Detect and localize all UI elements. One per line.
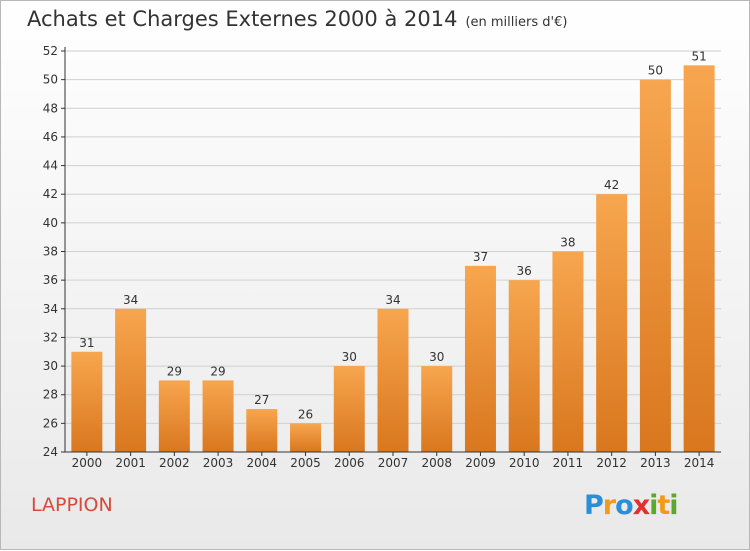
bar-2011 xyxy=(552,251,584,452)
y-tick-label: 30 xyxy=(43,359,58,373)
chart-subtitle: (en milliers d'€) xyxy=(465,15,568,30)
logo-letter: i xyxy=(649,490,658,521)
bar-2013 xyxy=(639,79,671,453)
axes: 24 26 28 30 32 34 36 38 40 42 44 46 48 50 52 2000 2001 20… xyxy=(43,44,721,470)
proxiti-logo: Proxiti xyxy=(584,490,679,521)
logo-letter: i xyxy=(669,490,678,521)
data-label: 38 xyxy=(560,236,575,250)
y-tick-label: 48 xyxy=(43,101,58,115)
y-tick-label: 40 xyxy=(43,216,58,230)
chart-title: Achats et Charges Externes 2000 à 2014 (e… xyxy=(27,7,567,31)
bar-2002 xyxy=(158,380,190,452)
data-label: 26 xyxy=(298,407,313,421)
bar-2006 xyxy=(333,366,365,452)
commune-name: LAPPION xyxy=(31,494,113,516)
y-tick-label: 46 xyxy=(43,130,58,144)
data-label: 34 xyxy=(385,293,400,307)
data-label: 30 xyxy=(342,350,357,364)
logo-letter: t xyxy=(657,490,670,521)
y-tick-label: 26 xyxy=(43,416,58,430)
bar-2000 xyxy=(71,351,103,452)
y-tick-label: 24 xyxy=(43,445,58,459)
x-tick-label: 2006 xyxy=(334,456,365,470)
data-label: 51 xyxy=(691,49,706,63)
x-tick-label: 2002 xyxy=(159,456,190,470)
x-tick-label: 2004 xyxy=(247,456,278,470)
data-label: 36 xyxy=(517,264,532,278)
y-tick-label: 52 xyxy=(43,44,58,58)
data-label: 30 xyxy=(429,350,444,364)
bar-2007 xyxy=(377,308,409,452)
x-tick-label: 2010 xyxy=(509,456,540,470)
bar-2008 xyxy=(421,366,453,452)
data-label: 50 xyxy=(648,64,663,78)
x-tick-label: 2007 xyxy=(378,456,409,470)
logo-letter: P xyxy=(584,490,604,521)
bar-2005 xyxy=(290,423,322,452)
x-tick-label: 2014 xyxy=(684,456,715,470)
x-tick-label: 2001 xyxy=(115,456,146,470)
bar-2014 xyxy=(683,65,715,453)
y-tick-label: 32 xyxy=(43,330,58,344)
x-tick-label: 2000 xyxy=(72,456,103,470)
bar-2010 xyxy=(508,280,540,452)
bar-2003 xyxy=(202,380,234,452)
y-tick-label: 36 xyxy=(43,273,58,287)
x-tick-label: 2009 xyxy=(465,456,496,470)
x-tick-label: 2012 xyxy=(596,456,627,470)
data-label: 37 xyxy=(473,250,488,264)
x-tick-label: 2008 xyxy=(421,456,452,470)
bars: 31 34 29 29 27 26 30 34 30 37 36 38 42 50 51 xyxy=(71,49,715,453)
bar-2001 xyxy=(115,308,147,452)
y-tick-label: 28 xyxy=(43,388,58,402)
data-label: 42 xyxy=(604,178,619,192)
x-tick-label: 2013 xyxy=(640,456,671,470)
data-label: 34 xyxy=(123,293,138,307)
bar-2004 xyxy=(246,409,278,452)
y-tick-label: 50 xyxy=(43,73,58,87)
data-label: 27 xyxy=(254,393,269,407)
bar-2009 xyxy=(464,265,496,452)
y-tick-label: 38 xyxy=(43,245,58,259)
x-tick-label: 2005 xyxy=(290,456,321,470)
y-tick-label: 34 xyxy=(43,302,58,316)
logo-letter: x xyxy=(632,490,650,521)
y-tick-label: 42 xyxy=(43,187,58,201)
data-label: 29 xyxy=(210,364,225,378)
x-tick-label: 2011 xyxy=(553,456,584,470)
logo-letter: o xyxy=(615,490,634,521)
title-text: Achats et Charges Externes 2000 à 2014 xyxy=(27,7,458,31)
x-tick-label: 2003 xyxy=(203,456,234,470)
logo-letter: r xyxy=(602,490,616,521)
data-label: 29 xyxy=(167,364,182,378)
y-tick-label: 44 xyxy=(43,159,58,173)
bar-2012 xyxy=(596,194,628,452)
data-label: 31 xyxy=(79,336,94,350)
